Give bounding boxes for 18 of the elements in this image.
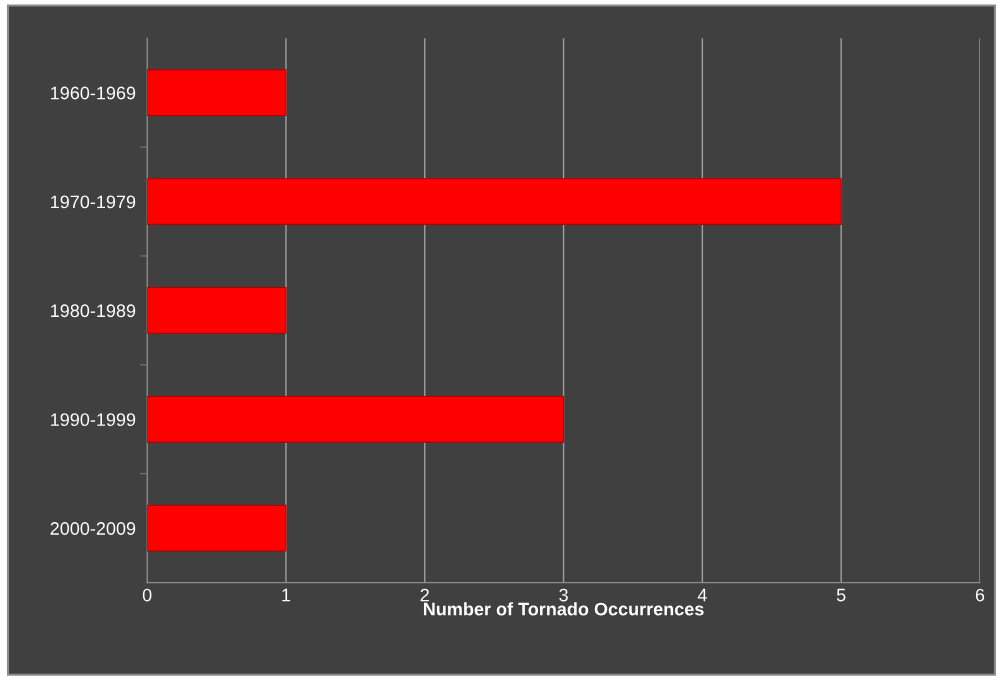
- y-tick-label: 1990-1999: [51, 413, 136, 427]
- bar: [147, 69, 287, 117]
- y-tick-label: 1970-1979: [51, 195, 136, 209]
- y-tick-label: 1960-1969: [51, 86, 136, 100]
- bar: [147, 178, 842, 225]
- x-axis-title: Number of Tornado Occurrences: [423, 602, 704, 616]
- y-tick-label: 2000-2009: [50, 522, 136, 535]
- bar: [147, 287, 287, 334]
- bar: [147, 504, 287, 552]
- y-tick-label: 1980-1989: [51, 304, 136, 318]
- x-tick-label: 6: [975, 588, 985, 602]
- x-tick-label: 1: [282, 588, 291, 602]
- bar: [147, 395, 565, 443]
- x-tick-label: 5: [836, 588, 846, 602]
- x-tick-label: 4: [697, 588, 707, 602]
- x-tick-label: 3: [559, 588, 568, 602]
- x-tick-label: 0: [142, 588, 152, 602]
- x-tick-label: 2: [420, 588, 429, 602]
